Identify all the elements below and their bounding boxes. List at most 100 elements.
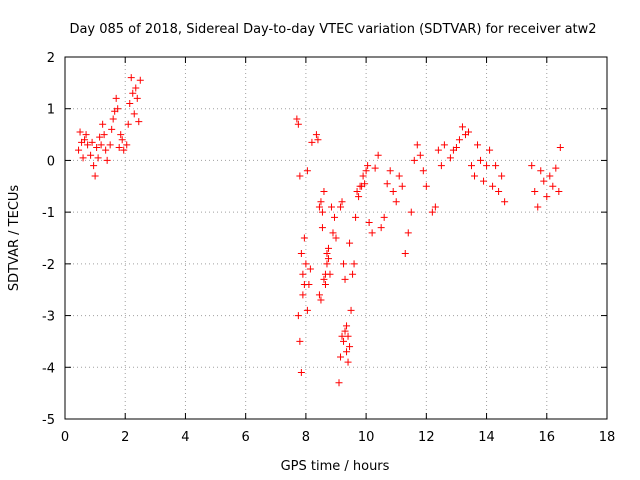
data-point <box>344 358 352 366</box>
data-point <box>555 187 563 195</box>
data-point <box>136 76 144 84</box>
data-point <box>87 151 95 159</box>
data-point <box>96 133 104 141</box>
data-point <box>297 250 305 258</box>
data-point <box>528 162 536 170</box>
data-point <box>296 172 304 180</box>
data-point <box>416 151 424 159</box>
data-point <box>320 187 328 195</box>
data-point <box>130 110 138 118</box>
data-point <box>428 208 436 216</box>
data-point <box>91 172 99 180</box>
data-point <box>293 115 301 123</box>
data-point <box>343 322 351 330</box>
data-point <box>395 172 403 180</box>
data-point <box>320 275 328 283</box>
data-points <box>75 74 564 387</box>
data-point <box>483 162 491 170</box>
data-point <box>332 234 340 242</box>
y-tick-label: -2 <box>42 258 55 273</box>
data-point <box>97 141 105 149</box>
data-point <box>407 208 415 216</box>
data-point <box>306 265 314 273</box>
data-point <box>335 379 343 387</box>
data-point <box>534 203 542 211</box>
data-point <box>114 105 122 113</box>
y-tick-label: -4 <box>42 361 55 376</box>
x-tick-label: 8 <box>302 430 310 445</box>
data-point <box>123 141 131 149</box>
data-point <box>431 203 439 211</box>
data-point <box>297 368 305 376</box>
data-point <box>82 131 90 139</box>
data-point <box>338 332 346 340</box>
y-tick-label: -5 <box>42 413 55 428</box>
data-point <box>398 182 406 190</box>
x-tick-label: 4 <box>181 430 189 445</box>
y-tick-labels: -5 -4 -3 -2 -1 0 1 2 <box>42 51 55 428</box>
data-point <box>340 260 348 268</box>
data-point <box>120 146 128 154</box>
data-point <box>419 167 427 175</box>
data-point <box>422 182 430 190</box>
data-point <box>471 172 479 180</box>
data-point <box>446 154 454 162</box>
data-point <box>452 144 460 151</box>
data-point <box>340 337 348 345</box>
data-point <box>359 172 367 180</box>
data-point <box>374 151 382 159</box>
data-point <box>346 343 354 351</box>
data-point <box>90 162 98 170</box>
x-tick-label: 10 <box>358 430 375 445</box>
data-point <box>489 182 497 190</box>
data-point <box>323 260 331 268</box>
data-point <box>81 136 89 144</box>
y-tick-label: 2 <box>47 51 55 66</box>
data-point <box>492 162 500 170</box>
data-point <box>495 187 503 195</box>
data-point <box>318 208 326 216</box>
data-point <box>401 250 409 258</box>
data-point <box>102 146 110 154</box>
data-point <box>537 167 545 175</box>
data-point <box>76 128 84 136</box>
data-point <box>455 136 463 144</box>
data-point <box>302 260 310 268</box>
x-axis-label: GPS time / hours <box>281 459 390 474</box>
data-point <box>434 146 442 154</box>
data-point <box>324 255 332 263</box>
data-point <box>350 260 358 268</box>
data-point <box>117 131 125 139</box>
data-point <box>437 162 445 170</box>
x-tick-label: 0 <box>61 430 69 445</box>
data-point <box>79 154 87 162</box>
data-point <box>364 162 372 170</box>
data-point <box>549 182 557 190</box>
data-point <box>324 244 332 252</box>
data-point <box>392 198 400 206</box>
data-point <box>344 332 352 340</box>
data-point <box>94 154 102 162</box>
data-point <box>300 281 308 289</box>
data-point <box>413 141 421 149</box>
data-point <box>477 156 485 164</box>
data-point <box>294 312 302 320</box>
y-tick-label: -1 <box>42 206 55 221</box>
x-tick-label: 6 <box>242 430 250 445</box>
data-point <box>368 229 376 237</box>
data-point <box>327 203 335 211</box>
data-point <box>109 115 117 123</box>
data-point <box>88 138 96 146</box>
data-point <box>321 281 329 289</box>
data-point <box>337 353 345 361</box>
data-point <box>308 138 316 146</box>
x-tick-label: 16 <box>539 430 556 445</box>
data-point <box>321 270 329 278</box>
data-point <box>353 187 361 195</box>
data-point <box>314 136 322 144</box>
data-point <box>129 89 137 97</box>
data-point <box>468 162 475 170</box>
data-point <box>303 167 311 175</box>
data-point <box>552 164 560 172</box>
